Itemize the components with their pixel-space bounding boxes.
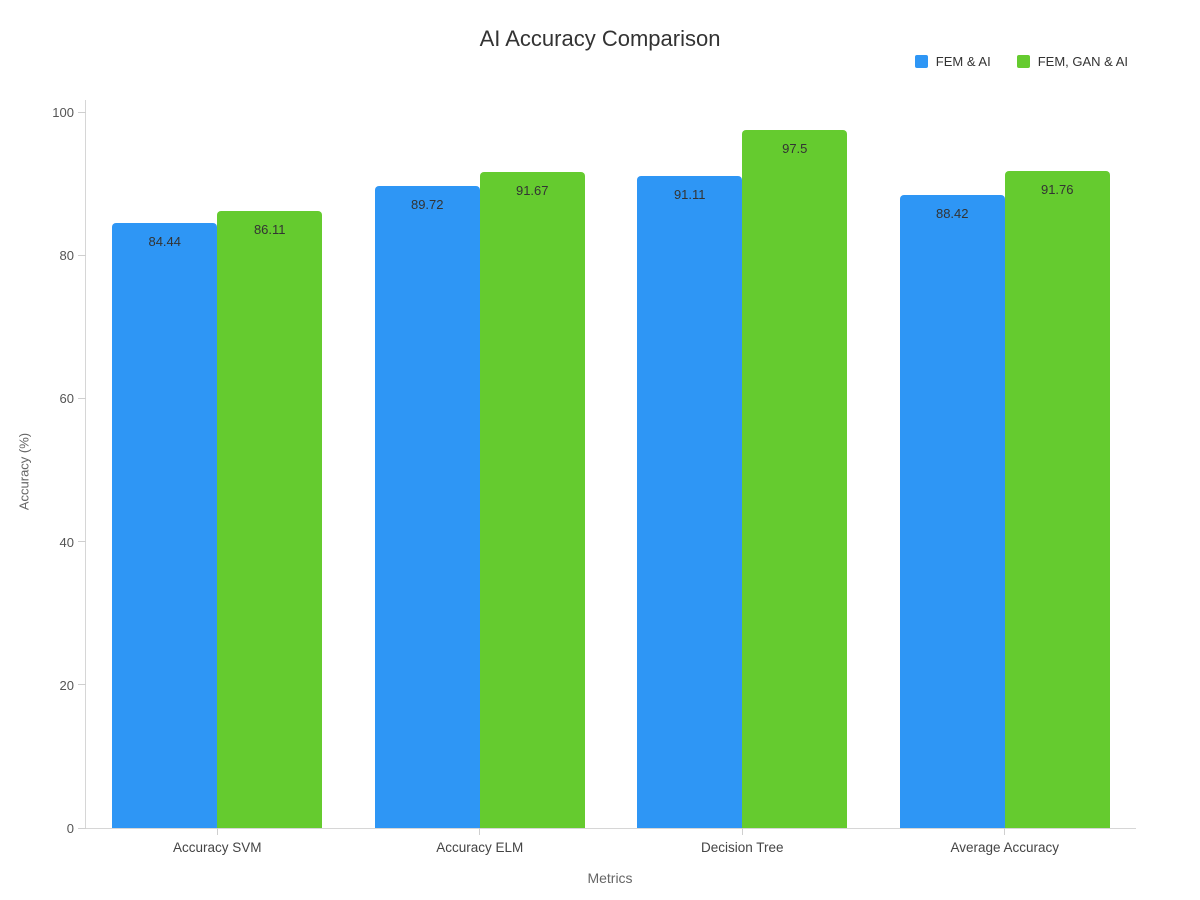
legend-label: FEM, GAN & AI (1037, 54, 1128, 69)
x-tick-mark (1004, 828, 1006, 835)
y-tick-mark (78, 827, 86, 829)
bar-fem-gan-ai-accuracy-elm (479, 171, 585, 828)
y-tick-mark (78, 541, 86, 543)
x-tick-label-average-accuracy: Average Accuracy (950, 840, 1060, 855)
legend-swatch-icon (1016, 55, 1030, 68)
y-tick-label: 100 (52, 105, 74, 120)
bar-fem-gan-ai-average-accuracy (1004, 171, 1110, 828)
bar-fem-ai-accuracy-elm (374, 185, 480, 828)
bar-fem-gan-ai-decision-tree (742, 129, 848, 828)
bar-fem-ai-accuracy-svm (112, 223, 218, 828)
y-axis-title: Accuracy (%) (16, 432, 32, 511)
x-tick-label-decision-tree: Decision Tree (700, 840, 784, 855)
x-tick-label-accuracy-elm: Accuracy ELM (436, 840, 524, 855)
legend-item-fem-ai[interactable]: FEM & AI (914, 54, 991, 69)
x-axis-title: Metrics (587, 870, 633, 886)
legend: FEM & AI FEM, GAN & AI (914, 54, 1128, 69)
y-tick-mark (78, 254, 86, 256)
chart-title: AI Accuracy Comparison (479, 26, 721, 51)
y-tick-mark (78, 111, 86, 113)
bar-fem-ai-decision-tree (637, 175, 743, 828)
y-tick-mark (78, 397, 86, 399)
y-tick-label: 60 (59, 391, 74, 407)
x-tick-mark (479, 828, 481, 835)
bar-fem-gan-ai-accuracy-svm (217, 211, 323, 828)
legend-label: FEM & AI (935, 54, 991, 69)
y-tick-label: 0 (66, 821, 74, 836)
bar-fem-ai-average-accuracy (899, 194, 1005, 828)
x-tick-label-accuracy-svm: Accuracy SVM (172, 840, 262, 855)
x-tick-mark (741, 828, 743, 835)
legend-swatch-icon (914, 55, 928, 68)
plot-area: 0 20 40 60 80 100 84.44 86.11 Accuracy SVM 89.72 9… (52, 100, 1136, 855)
x-tick-mark (216, 828, 218, 835)
legend-item-fem-gan-ai[interactable]: FEM, GAN & AI (1016, 54, 1128, 69)
y-tick-mark (78, 684, 86, 686)
y-tick-label: 40 (59, 534, 74, 550)
y-tick-label: 80 (59, 248, 74, 264)
y-tick-label: 20 (59, 677, 74, 693)
